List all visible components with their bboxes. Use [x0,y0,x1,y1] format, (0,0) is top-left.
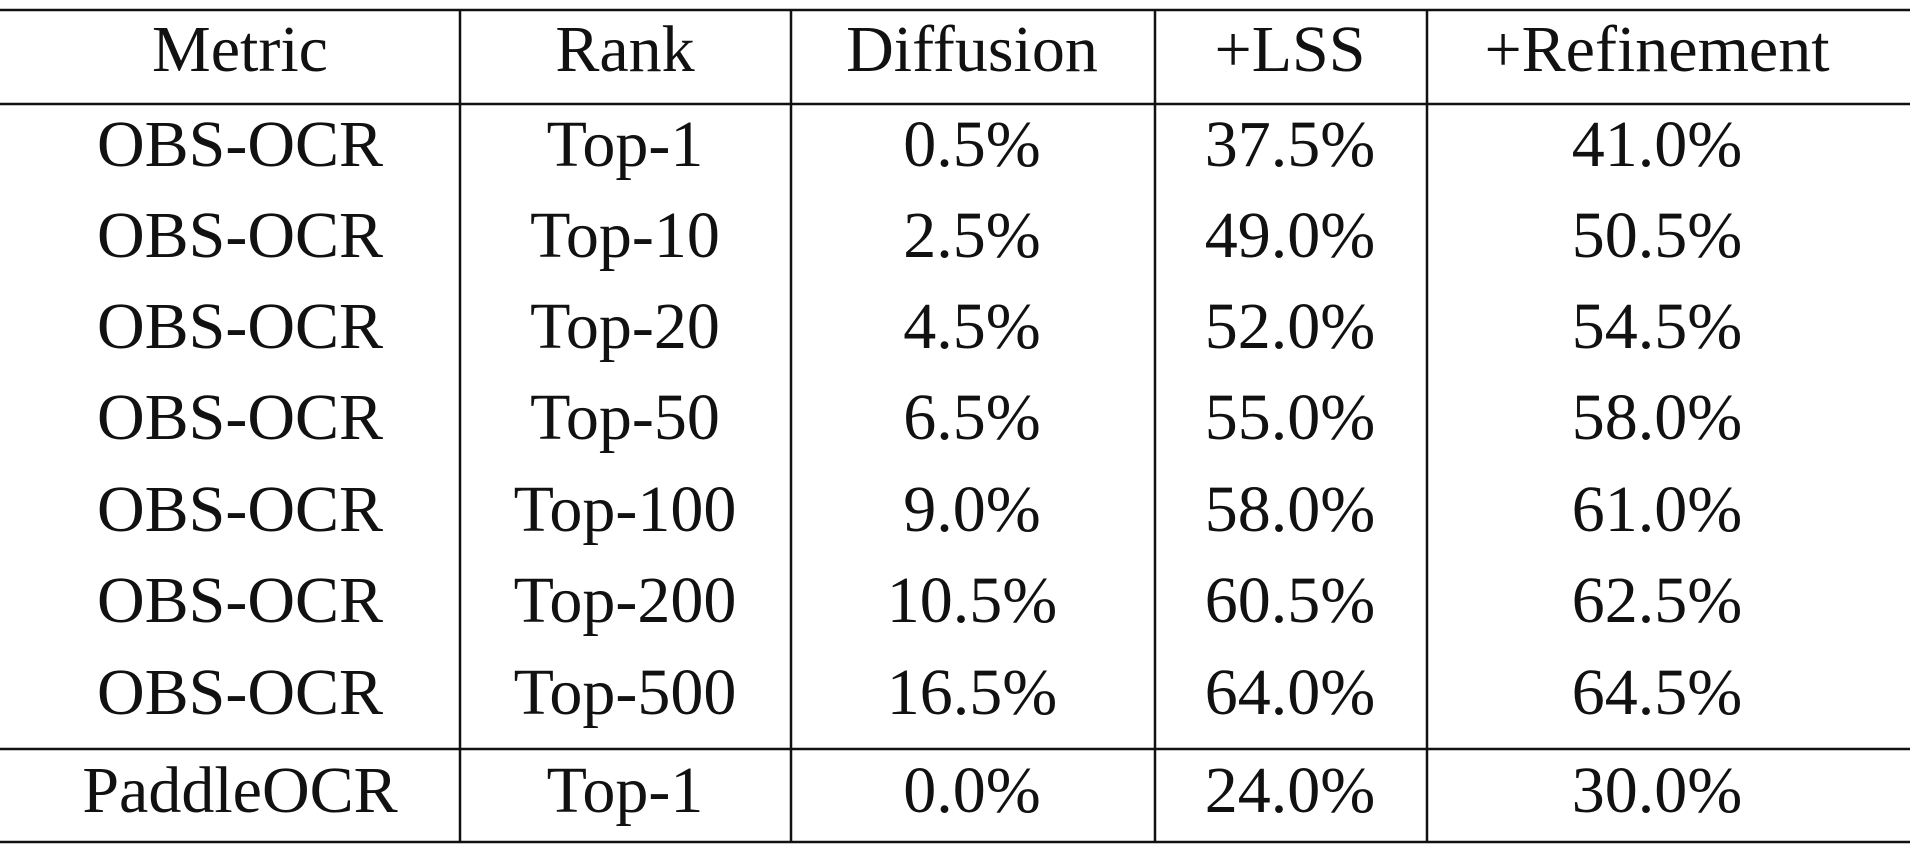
table-cell: 16.5% [887,656,1057,729]
table-cell: 24.0% [1205,754,1375,827]
table-cell: Top-10 [530,199,720,272]
table-cell: 2.5% [903,199,1040,272]
table-cell: 64.0% [1205,656,1375,729]
table-cell: OBS-OCR [97,108,383,181]
table-rules [0,8,1910,844]
table-cell: 49.0% [1205,199,1375,272]
table-cell: Top-200 [514,564,737,637]
table-cell: OBS-OCR [97,564,383,637]
table-cell: 60.5% [1205,564,1375,637]
table-cell: 64.5% [1572,656,1742,729]
table-cell: 58.0% [1205,473,1375,546]
table-cell: 9.0% [903,473,1040,546]
header-cell: Diffusion [846,13,1098,86]
table-cell: 30.0% [1572,754,1742,827]
table-cell: Top-1 [547,754,704,827]
table-cell: 61.0% [1572,473,1742,546]
table-cell: Top-100 [514,473,737,546]
table-cell: 54.5% [1572,290,1742,363]
table-cell: 62.5% [1572,564,1742,637]
table-cell: 10.5% [887,564,1057,637]
table-cell: OBS-OCR [97,199,383,272]
table-cell: OBS-OCR [97,290,383,363]
table-cell: 6.5% [903,381,1040,454]
table-cell: Top-50 [530,381,720,454]
header-cell: Rank [555,13,694,86]
table-cell: OBS-OCR [97,473,383,546]
header-cell: +Refinement [1484,13,1829,86]
table-cell: OBS-OCR [97,656,383,729]
table-cell: 37.5% [1205,108,1375,181]
table-cell: 0.5% [903,108,1040,181]
table-cell: 52.0% [1205,290,1375,363]
header-cell: Metric [152,13,328,86]
table-cell: Top-20 [530,290,720,363]
table-cell: Top-500 [514,656,737,729]
table-cell: 50.5% [1572,199,1742,272]
header-cell: +LSS [1215,13,1366,86]
table-cell: 55.0% [1205,381,1375,454]
table-cell: 4.5% [903,290,1040,363]
table-cell: 58.0% [1572,381,1742,454]
table-cell: Top-1 [547,108,704,181]
table-cell: PaddleOCR [82,754,397,827]
table-cell: 41.0% [1572,108,1742,181]
table-cell: OBS-OCR [97,381,383,454]
table-cell: 0.0% [903,754,1040,827]
